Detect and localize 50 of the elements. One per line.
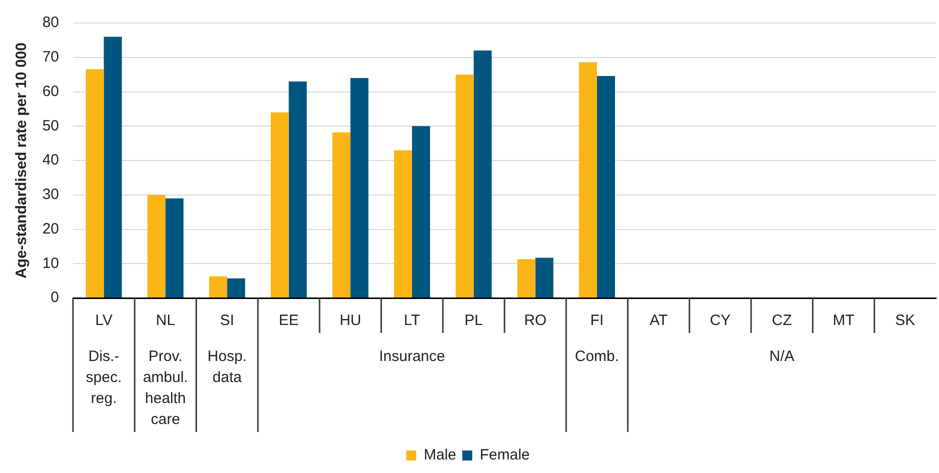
text: Dis.-spec. reg. (86, 348, 122, 408)
x-tick-label: RO (524, 312, 547, 330)
x-tick-label: EE (278, 312, 299, 330)
bar (578, 62, 597, 298)
y-tick-label: 50 (42, 117, 59, 134)
x-tick-label: HU (340, 312, 362, 330)
bar (86, 69, 104, 298)
x-tick-label: LT (404, 312, 420, 330)
y-tick-label: 10 (42, 254, 59, 272)
bar (535, 258, 554, 298)
y-tick-label: 70 (42, 48, 59, 66)
y-axis-title: Age-standardised rate per 10 000 (13, 42, 30, 278)
bar (165, 198, 184, 298)
x-tick-label: CZ (772, 312, 792, 330)
x-tick-label: FI (590, 312, 604, 330)
bar (596, 76, 615, 298)
text: Comb. (574, 348, 620, 366)
text: Hosp. data (208, 348, 247, 386)
bar (209, 276, 228, 298)
text: Insurance (379, 348, 445, 366)
y-tick-label: 80 (42, 14, 59, 32)
x-tick-label: SI (220, 312, 234, 330)
x-tick-label: CY (710, 312, 731, 330)
bar (227, 278, 246, 298)
x-tick-label: LV (95, 312, 112, 330)
x-tick-label: NL (156, 312, 176, 330)
bar (270, 112, 289, 298)
y-tick-label: 0 (50, 289, 59, 306)
y-tick-label: 20 (42, 220, 59, 238)
bar (332, 132, 350, 298)
bar (412, 126, 430, 298)
bar (474, 50, 492, 298)
legend-label: Female (480, 446, 530, 464)
x-tick-label: SK (895, 312, 916, 330)
bar (288, 81, 307, 298)
text: N/A (769, 348, 794, 366)
y-tick-label: 30 (42, 186, 59, 204)
bar (104, 36, 122, 298)
text: Prov. ambul. health care (142, 348, 188, 428)
x-tick-label: PL (464, 312, 483, 330)
bar (147, 194, 166, 298)
bar (350, 78, 368, 298)
x-tick-label: AT (650, 312, 668, 330)
y-tick-label: 60 (42, 82, 59, 100)
legend-label: Male (424, 446, 456, 464)
y-tick-label: 40 (42, 152, 59, 169)
x-tick-label: MT (832, 312, 854, 330)
bar (517, 259, 536, 298)
bar (394, 150, 412, 298)
bar (456, 74, 474, 298)
